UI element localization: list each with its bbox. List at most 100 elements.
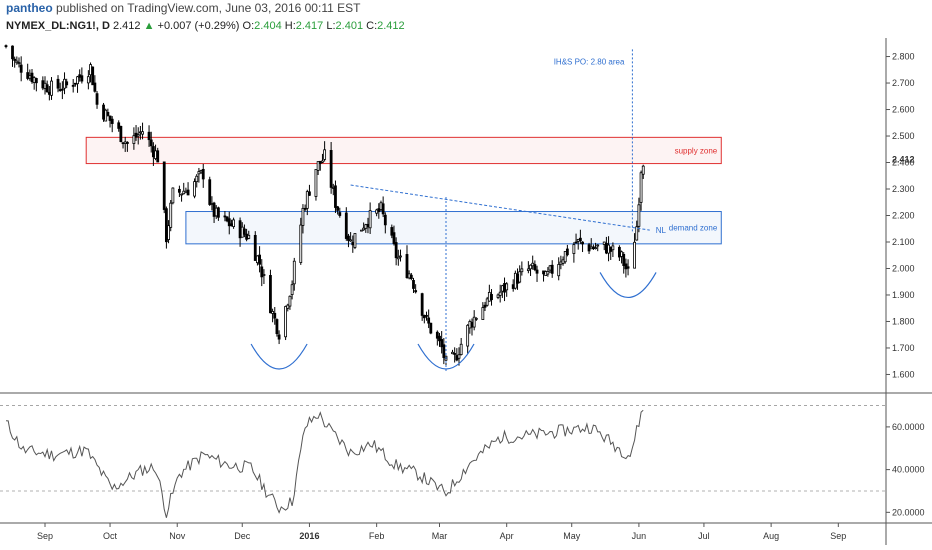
candle-body — [73, 82, 77, 85]
candle-body — [4, 45, 8, 48]
candle-body — [269, 275, 272, 314]
candle-body — [334, 185, 337, 208]
candle-body — [604, 242, 608, 254]
last-price: 2.412 — [112, 20, 141, 32]
candle-body — [338, 212, 342, 216]
candle-body — [123, 141, 127, 144]
candle-body — [626, 266, 630, 269]
candle-body — [503, 283, 506, 293]
candle-body — [602, 241, 606, 245]
candle-body — [362, 227, 366, 231]
publisher-header: pantheo published on TradingView.com, Ju… — [6, 0, 360, 17]
candle-body — [19, 64, 23, 73]
candle-body — [299, 224, 303, 263]
candle-body — [427, 317, 431, 324]
candle-body — [121, 142, 125, 145]
candle-body — [331, 187, 335, 189]
symbol-name[interactable]: NYMEX_DL:NG1!, D — [6, 20, 110, 32]
candle-body — [136, 134, 140, 137]
candle-body — [472, 316, 476, 328]
candle-body — [63, 78, 66, 89]
candle-body — [581, 241, 584, 245]
candle-body — [518, 271, 522, 283]
candle-body — [557, 264, 561, 277]
candle-body — [542, 270, 545, 275]
pattern-arc-2 — [417, 343, 475, 370]
candle-body — [86, 76, 90, 84]
candle-body — [43, 82, 47, 89]
candle-body — [414, 290, 418, 293]
up-triangle-icon: ▲ — [143, 20, 155, 32]
candle-body — [453, 353, 457, 355]
candle-body — [531, 262, 535, 267]
candle-body — [195, 175, 199, 183]
candle-body — [13, 58, 17, 61]
target-label: IH&S PO: 2.80 area — [554, 57, 625, 66]
candle-body — [470, 322, 474, 328]
candle-body — [180, 193, 183, 196]
candle-body — [284, 306, 288, 338]
price-tick-label: 1.900 — [892, 290, 915, 300]
candle-body — [26, 72, 30, 79]
candle-body — [138, 131, 142, 134]
high-label: H: — [284, 20, 296, 32]
candle-body — [435, 331, 439, 339]
candle-body — [260, 266, 264, 278]
time-tick-label: Apr — [500, 531, 514, 541]
supply-zone-label: supply zone — [675, 146, 718, 155]
candle-body — [622, 253, 626, 267]
candle-body — [481, 307, 485, 320]
candle-body — [513, 272, 517, 289]
candle-body — [210, 203, 214, 205]
candle-body — [347, 235, 350, 241]
candle-body — [377, 208, 381, 213]
candle-body — [364, 224, 368, 229]
publisher-name[interactable]: pantheo — [6, 1, 53, 15]
candle-body — [277, 334, 281, 340]
candle-body — [201, 168, 205, 180]
candle-body — [290, 284, 294, 295]
candle-body — [110, 118, 114, 124]
time-tick-label: Oct — [103, 531, 118, 541]
chart-frame — [0, 38, 932, 545]
candle-body — [591, 246, 595, 250]
price-tick-label: 2.600 — [892, 105, 915, 115]
candle-body — [490, 294, 493, 301]
candle-body — [262, 274, 266, 276]
candle-body — [243, 228, 246, 235]
candle-body — [390, 227, 394, 236]
candle-body — [529, 264, 532, 270]
published-info: published on TradingView.com, June 03, 2… — [56, 1, 361, 15]
candle-body — [197, 171, 201, 175]
candle-body — [368, 210, 372, 229]
axes-layer: 1.600 1.700 1.800 1.900 2.000 2.100 2.200 2.300… — [37, 52, 925, 541]
candle-body — [412, 280, 415, 289]
candle-body — [440, 339, 444, 348]
candle-body — [132, 135, 136, 144]
price-tick-label: 2.500 — [892, 131, 915, 141]
price-tick-label: 2.300 — [892, 184, 915, 194]
candle-body — [351, 242, 355, 246]
price-tick-label: 2.700 — [892, 78, 915, 88]
candle-body — [459, 343, 463, 355]
candle-body — [353, 233, 357, 248]
neckline-label: NL — [656, 226, 667, 235]
candle-body — [379, 202, 383, 210]
time-tick-label: Dec — [234, 531, 251, 541]
candle-body — [422, 314, 426, 319]
candle-body — [34, 78, 38, 84]
candle-body — [28, 75, 32, 79]
candle-body — [247, 234, 251, 239]
candle-body — [429, 322, 433, 334]
candle-body — [474, 317, 478, 320]
pattern-arc-3 — [599, 272, 657, 299]
candle-body — [438, 335, 441, 342]
candle-body — [589, 246, 593, 250]
time-tick-label: 2016 — [299, 531, 319, 541]
candle-body — [167, 225, 170, 240]
demand-zone-label: demand zone — [669, 224, 718, 233]
candle-body — [321, 160, 324, 163]
price-change: +0.007 (+0.29%) — [157, 20, 240, 32]
candle-body — [496, 294, 500, 298]
